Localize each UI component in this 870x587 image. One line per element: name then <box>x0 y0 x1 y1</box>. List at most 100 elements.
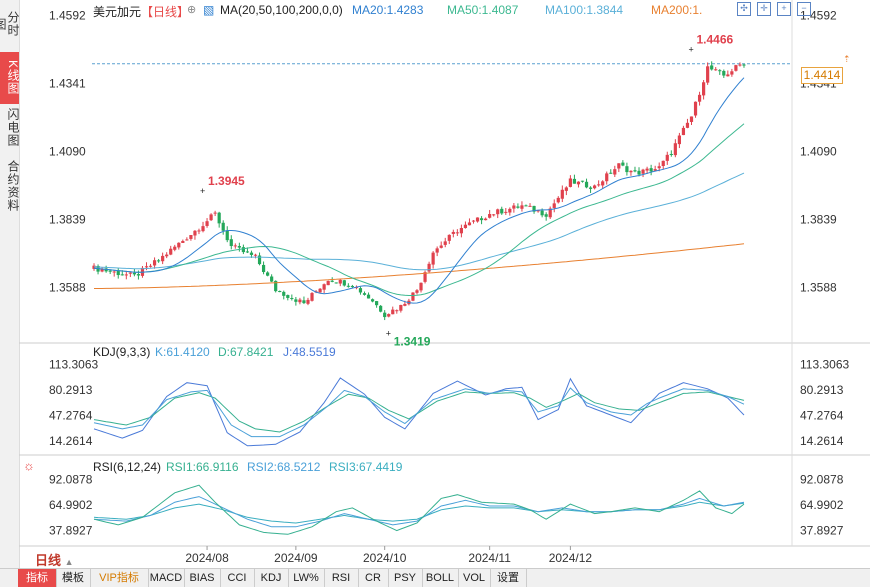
candle-body <box>451 231 455 234</box>
candle-body <box>641 169 645 174</box>
candle-body <box>706 66 710 83</box>
kdj-tick-right: 47.2764 <box>800 409 844 423</box>
period-selector[interactable]: 日线 ▲ <box>20 550 90 568</box>
toolbar-tab[interactable]: CR <box>358 569 389 587</box>
candle-body <box>350 285 354 287</box>
candle-body <box>165 254 169 257</box>
candle-body <box>484 218 488 221</box>
sidebar: 分时图 K线图 闪电图 合约资料 <box>0 0 20 568</box>
candle-body <box>177 242 181 248</box>
candle-body <box>185 239 189 241</box>
candle-body <box>459 228 463 234</box>
x-tick-label: 2024/11 <box>468 551 511 565</box>
candle-body <box>298 299 302 303</box>
candle-body <box>261 264 266 273</box>
toolbar-tab[interactable]: 指标 <box>18 569 57 587</box>
candle-body <box>552 203 556 208</box>
candle-body <box>645 168 649 171</box>
indicator-toolbar: 指标 模板 VIP指标 MACD BIAS CCI KDJ LW% RSI CR PSY BOLL VO… <box>0 568 870 587</box>
candle-body <box>132 272 136 275</box>
candle-body <box>112 271 116 273</box>
rsi-tick-left: 64.9902 <box>49 498 93 512</box>
candle-body <box>447 234 451 241</box>
candle-body <box>391 309 395 315</box>
zoom-out-icon[interactable]: − <box>797 2 811 16</box>
toolbar-tab[interactable]: LW% <box>288 569 325 587</box>
candles <box>92 61 746 321</box>
toolbar-tab[interactable]: VIP指标 <box>90 569 149 587</box>
period-tag: 【日线】 <box>141 5 190 19</box>
candle-body <box>286 295 290 298</box>
candle-body <box>157 260 161 262</box>
tab-flash-chart[interactable]: 闪电图 <box>6 107 20 147</box>
candle-body <box>500 208 504 214</box>
candle-body <box>379 305 383 312</box>
ma-indicator-icon[interactable]: ▧ <box>203 3 215 17</box>
candle-body <box>375 301 379 306</box>
candle-body <box>346 285 350 287</box>
candle-body <box>629 170 633 173</box>
candle-body <box>588 187 593 189</box>
settings-icon[interactable]: ⊕ <box>187 4 197 16</box>
candle-body <box>116 270 120 276</box>
extreme-label: 1.3945 <box>208 174 245 188</box>
candle-body <box>532 205 536 212</box>
candle-body <box>504 211 508 213</box>
toolbar-tab[interactable]: KDJ <box>254 569 289 587</box>
candle-body <box>427 263 431 272</box>
candle-body <box>399 304 403 311</box>
toolbar-tab[interactable]: RSI <box>324 569 359 587</box>
kdj-j-value: J:48.5519 <box>283 345 336 359</box>
candle-body <box>625 166 629 173</box>
candle-body <box>193 230 197 236</box>
fit-icon[interactable]: ✛ <box>757 2 771 16</box>
rsi-settings-icon[interactable]: ☼ <box>23 458 35 473</box>
candle-body <box>144 266 149 268</box>
candle-body <box>471 220 476 222</box>
expand-icon[interactable]: ✣ <box>737 2 751 16</box>
rsi-label: RSI(6,12,24) <box>93 460 162 474</box>
kdj-k-value: K:61.4120 <box>155 345 210 359</box>
toolbar-tab[interactable]: VOL <box>458 569 491 587</box>
toolbar-tab[interactable]: BIAS <box>184 569 221 587</box>
candle-body <box>576 181 581 185</box>
toolbar-tab[interactable]: 模板 <box>56 569 91 587</box>
candle-body <box>584 181 589 188</box>
candle-body <box>492 214 496 216</box>
candle-body <box>362 293 367 295</box>
candle-body <box>152 260 157 266</box>
candle-body <box>597 184 601 186</box>
y-tick-label-right: 1.3839 <box>800 213 837 227</box>
candle-body <box>326 280 330 286</box>
rsi-tick-left: 92.0878 <box>49 472 93 486</box>
candle-body <box>475 217 480 222</box>
candle-body <box>488 214 492 218</box>
candle-body <box>342 280 346 286</box>
toolbar-tab[interactable]: PSY <box>388 569 423 587</box>
candle-body <box>161 255 165 262</box>
candle-body <box>556 197 560 203</box>
candle-body <box>580 180 585 182</box>
candle-body <box>294 299 298 302</box>
ma-params[interactable]: MA(20,50,100,200,0,0) <box>220 3 343 17</box>
kdj-tick-right: 80.2913 <box>800 383 844 397</box>
toolbar-tab[interactable]: MACD <box>148 569 185 587</box>
tab-timeshare[interactable]: 分时图 <box>0 11 20 37</box>
rsi-tick-right: 92.0878 <box>800 472 844 486</box>
tab-kline[interactable]: K线图 <box>0 52 20 104</box>
x-tick-label: 2024/08 <box>185 551 229 565</box>
zoom-in-icon[interactable]: + <box>777 2 791 16</box>
ma200-line <box>94 243 745 289</box>
candle-body <box>229 239 233 247</box>
candle-body <box>738 64 742 66</box>
toolbar-tab[interactable]: BOLL <box>422 569 459 587</box>
toolbar-tab[interactable]: CCI <box>220 569 255 587</box>
toolbar-tab[interactable]: 设置 <box>490 569 527 587</box>
x-tick-label: 2024/10 <box>363 551 407 565</box>
candle-body <box>508 208 512 213</box>
rsi-tick-right: 37.8927 <box>800 524 844 538</box>
candle-body <box>439 245 443 248</box>
candle-body <box>479 218 484 221</box>
tab-contract-info[interactable]: 合约资料 <box>6 160 20 212</box>
kdj-tick-right: 113.3063 <box>800 358 849 372</box>
